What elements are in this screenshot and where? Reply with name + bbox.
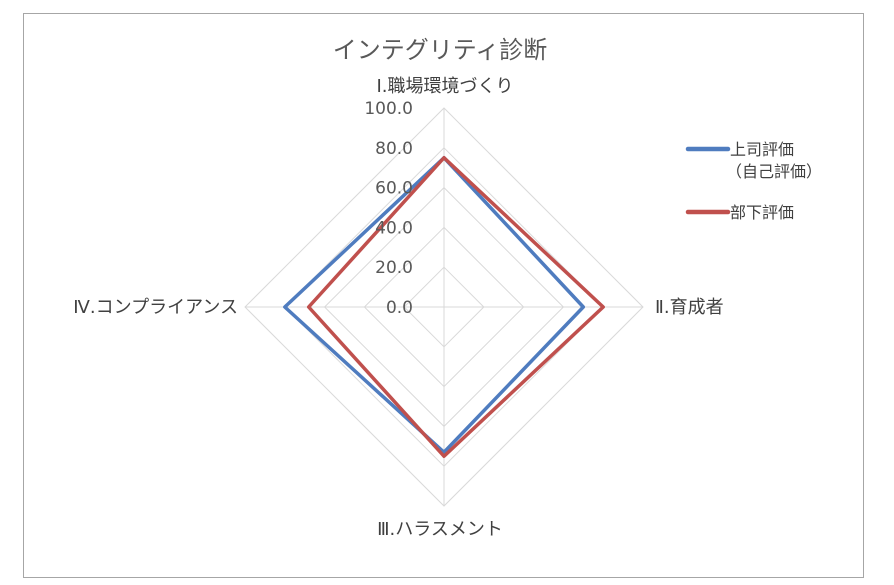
tick-label-80: 80.0 xyxy=(375,139,413,159)
tick-labels: 0.0 20.0 40.0 60.0 80.0 100.0 xyxy=(364,99,413,318)
legend: 上司評価 （自己評価） 部下評価 xyxy=(685,140,822,222)
legend-label-1-0: 部下評価 xyxy=(730,203,794,222)
axis-lines xyxy=(245,108,643,506)
chart-title: インテグリティ診断 xyxy=(333,36,548,64)
tick-label-0: 0.0 xyxy=(386,298,413,318)
tick-label-40: 40.0 xyxy=(375,218,413,238)
series-line-0 xyxy=(283,156,586,455)
axis-label-left: Ⅳ.コンプライアンス xyxy=(73,297,238,318)
axis-label-right: Ⅱ.育成者 xyxy=(655,297,724,318)
axis-label-top: Ⅰ.職場環境づくり xyxy=(376,76,513,97)
tick-label-60: 60.0 xyxy=(375,179,413,199)
series-layer xyxy=(283,156,605,458)
axis-label-bottom: Ⅲ.ハラスメント xyxy=(377,519,503,540)
series-line-1 xyxy=(306,156,605,458)
legend-label-0-0: 上司評価 xyxy=(730,140,794,159)
tick-label-20: 20.0 xyxy=(375,258,413,278)
tick-label-100: 100.0 xyxy=(364,99,413,119)
legend-label-0-1: （自己評価） xyxy=(726,162,822,181)
